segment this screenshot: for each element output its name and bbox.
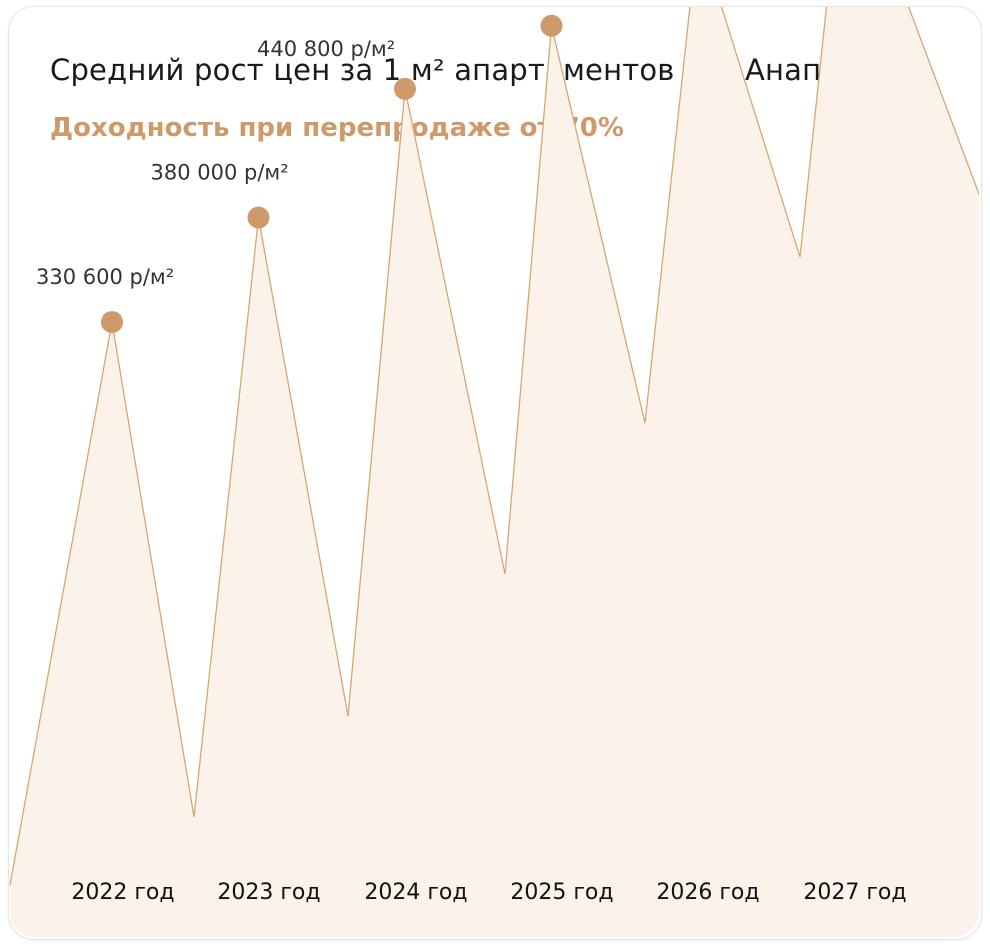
chart-subtitle: Доходность при перепродаже от 70% bbox=[50, 113, 624, 143]
data-label: 440 800 р/м² bbox=[257, 37, 395, 61]
data-point bbox=[394, 77, 416, 100]
x-tick-label: 2027 год bbox=[803, 880, 906, 905]
data-label: 330 600 р/м² bbox=[36, 265, 174, 289]
price-area bbox=[10, 7, 979, 937]
data-label: 380 000 р/м² bbox=[151, 161, 289, 185]
x-tick-label: 2023 год bbox=[217, 880, 320, 905]
x-tick-label: 2025 год bbox=[510, 880, 613, 905]
x-tick-label: 2026 год bbox=[656, 880, 759, 905]
price-line bbox=[9, 7, 979, 886]
data-label: 470 600 р/м² bbox=[415, 0, 553, 4]
x-tick-label: 2022 год bbox=[71, 880, 174, 905]
data-point bbox=[540, 14, 563, 37]
data-point bbox=[101, 311, 123, 334]
data-point bbox=[247, 206, 270, 229]
x-tick-label: 2024 год bbox=[364, 880, 467, 905]
